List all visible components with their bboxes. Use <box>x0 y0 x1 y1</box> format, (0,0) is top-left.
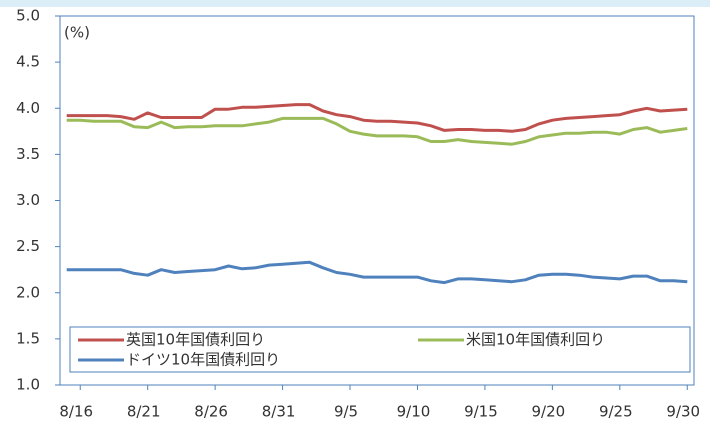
series-line <box>66 103 688 133</box>
y-tick-label: 2.5 <box>16 237 40 255</box>
x-tick-label: 9/25 <box>599 403 633 421</box>
legend-label: 英国10年国債利回り <box>126 331 265 349</box>
x-tick-label: 9/5 <box>334 403 358 421</box>
y-tick-label: 1.0 <box>16 376 40 394</box>
y-tick-label: 1.5 <box>16 329 40 347</box>
x-tick-label: 8/21 <box>127 403 161 421</box>
y-tick-label: 3.5 <box>16 145 40 163</box>
y-tick-label: 4.0 <box>16 99 40 117</box>
top-band <box>0 0 710 7</box>
legend-label: 米国10年国債利回り <box>466 331 605 349</box>
series-line <box>66 116 688 146</box>
y-tick-label: 5.0 <box>16 7 40 25</box>
x-tick-label: 9/30 <box>666 403 700 421</box>
x-tick-label: 8/26 <box>194 403 228 421</box>
x-tick-label: 9/20 <box>532 403 566 421</box>
y-tick-label: 3.0 <box>16 191 40 209</box>
legend-box <box>69 326 691 373</box>
annotation: (%) <box>64 24 90 42</box>
x-tick-label: 8/16 <box>59 403 93 421</box>
x-tick-label: 9/15 <box>464 403 498 421</box>
series-line <box>66 260 688 285</box>
plot-area <box>59 15 695 386</box>
x-tick-label: 9/10 <box>397 403 431 421</box>
x-tick-label: 8/31 <box>262 403 296 421</box>
y-tick-label: 2.0 <box>16 283 40 301</box>
y-tick-label: 4.5 <box>16 53 40 71</box>
legend-label: ドイツ10年国債利回り <box>126 351 280 369</box>
